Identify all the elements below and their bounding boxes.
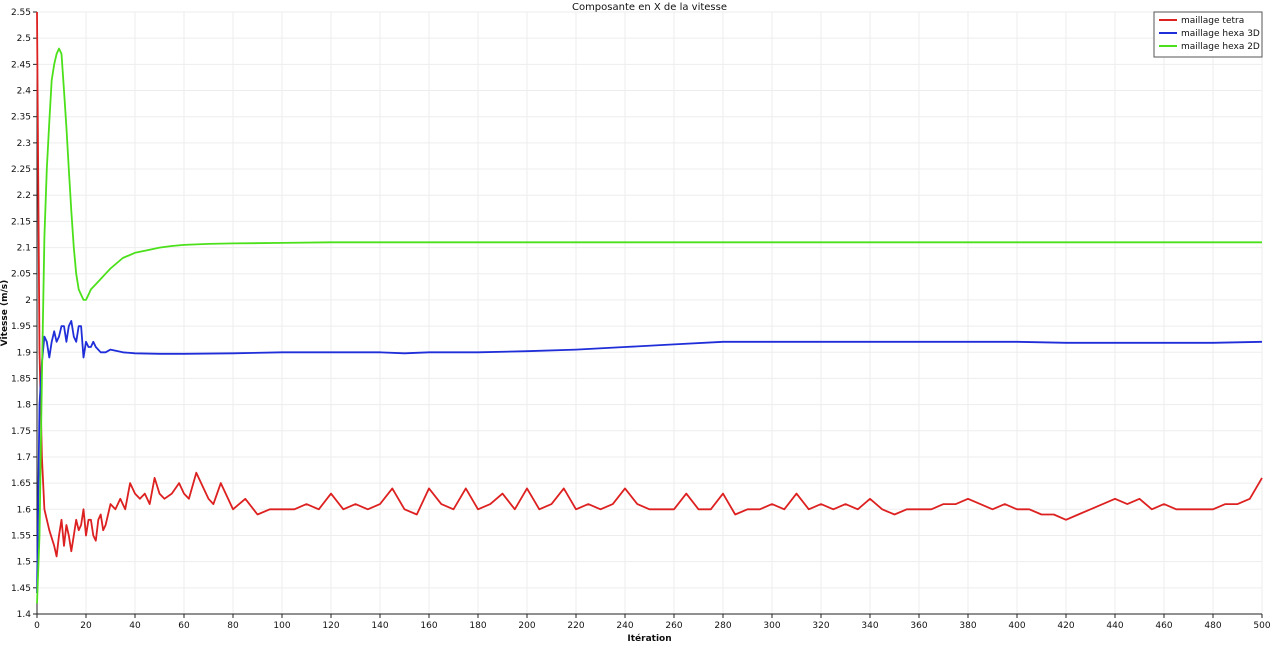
x-tick-label: 380 xyxy=(959,621,976,631)
x-tick-label: 280 xyxy=(714,621,731,631)
y-tick-label: 1.9 xyxy=(17,348,32,358)
x-tick-label: 40 xyxy=(129,621,141,631)
y-tick-label: 1.95 xyxy=(11,322,31,332)
y-tick-label: 2.05 xyxy=(11,270,31,280)
y-tick-label: 2.1 xyxy=(17,244,31,254)
y-tick-label: 2.25 xyxy=(11,165,31,175)
x-tick-label: 360 xyxy=(910,621,927,631)
x-tick-label: 0 xyxy=(34,621,40,631)
legend-label-1: maillage tetra xyxy=(1181,16,1244,26)
y-tick-label: 2.5 xyxy=(17,34,31,44)
x-tick-label: 120 xyxy=(322,621,339,631)
y-tick-label: 2.3 xyxy=(17,139,31,149)
series-lines xyxy=(36,11,1263,604)
grid xyxy=(36,11,1263,615)
y-tick-label: 1.8 xyxy=(17,401,32,411)
y-tick-label: 1.5 xyxy=(17,558,31,568)
x-tick-label: 220 xyxy=(567,621,584,631)
x-tick-label: 240 xyxy=(616,621,633,631)
legend-label-3: maillage hexa 2D xyxy=(1181,42,1260,52)
y-tick-label: 1.6 xyxy=(17,505,32,515)
y-tick-label: 1.85 xyxy=(11,374,31,384)
y-tick-label: 1.65 xyxy=(11,479,31,489)
y-tick-label: 2.55 xyxy=(11,8,31,18)
y-tick-label: 2.45 xyxy=(11,60,31,70)
x-tick-label: 160 xyxy=(420,621,437,631)
y-tick-label: 2 xyxy=(25,296,31,306)
x-tick-label: 400 xyxy=(1008,621,1025,631)
x-tick-labels: 0 20 40 60 80 100 120 140 160 180 200 220 240 260 280 3… xyxy=(34,614,1271,631)
y-tick-label: 1.7 xyxy=(17,453,31,463)
y-tick-label: 2.4 xyxy=(17,87,32,97)
x-tick-label: 300 xyxy=(763,621,780,631)
x-axis-label: Itération xyxy=(627,633,671,644)
y-tick-label: 2.15 xyxy=(11,217,31,227)
x-tick-label: 420 xyxy=(1057,621,1074,631)
legend: maillage tetra maillage hexa 3D maillage h… xyxy=(1153,11,1263,58)
x-tick-label: 500 xyxy=(1253,621,1270,631)
y-tick-labels: 1.4 1.45 1.5 1.55 1.6 1.65 1.7 1.75 1.8 1.85 1.9 1.… xyxy=(11,8,37,620)
chart-title: Composante en X de la vitesse xyxy=(572,2,727,13)
y-tick-label: 2.35 xyxy=(11,113,31,123)
legend-label-2: maillage hexa 3D xyxy=(1181,29,1260,39)
axes xyxy=(36,12,1262,615)
x-tick-label: 180 xyxy=(469,621,486,631)
x-tick-label: 100 xyxy=(273,621,290,631)
y-tick-label: 1.45 xyxy=(11,584,31,594)
y-tick-label: 1.4 xyxy=(17,610,32,620)
x-tick-label: 20 xyxy=(80,621,92,631)
series-line-3 xyxy=(36,47,1262,604)
y-tick-label: 2.2 xyxy=(17,191,31,201)
x-tick-label: 260 xyxy=(665,621,682,631)
y-axis-label: Vitesse (m/s) xyxy=(0,280,10,347)
x-tick-label: 340 xyxy=(861,621,878,631)
x-tick-label: 440 xyxy=(1106,621,1123,631)
series-line-1 xyxy=(36,11,1263,558)
x-tick-label: 80 xyxy=(227,621,239,631)
y-tick-label: 1.55 xyxy=(11,531,31,541)
x-tick-label: 200 xyxy=(518,621,535,631)
series-line-2 xyxy=(36,319,1263,594)
x-tick-label: 460 xyxy=(1155,621,1172,631)
x-tick-label: 480 xyxy=(1204,621,1221,631)
y-tick-label: 1.75 xyxy=(11,427,31,437)
x-tick-label: 320 xyxy=(812,621,829,631)
x-tick-label: 140 xyxy=(371,621,388,631)
x-tick-label: 60 xyxy=(178,621,190,631)
